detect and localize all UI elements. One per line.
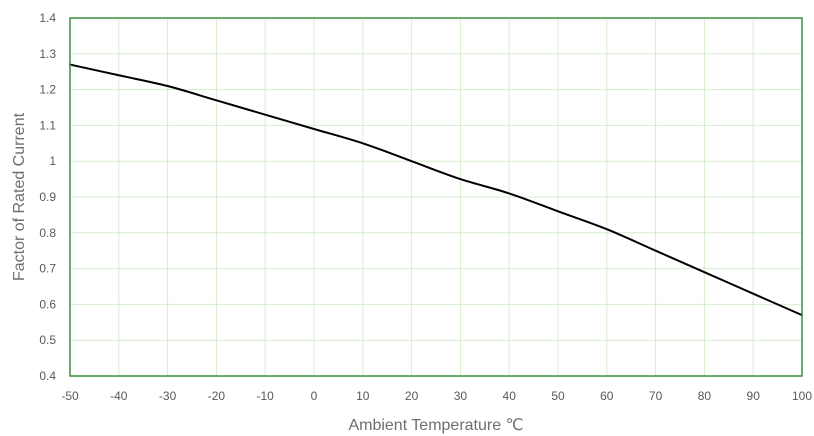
y-tick-label: 1.3 [39, 47, 56, 61]
y-tick-label: 0.6 [39, 297, 56, 311]
x-tick-label: -30 [159, 389, 177, 403]
y-tick-label: 0.9 [39, 190, 56, 204]
plot-frame [69, 17, 803, 377]
y-tick-labels: 0.4 0.5 0.6 0.7 0.8 0.9 1 1.1 1.2 1.3 1.4 [39, 11, 56, 383]
x-tick-label: 90 [747, 389, 761, 403]
x-tick-label: -20 [208, 389, 226, 403]
x-tick-label: -10 [257, 389, 275, 403]
x-tick-label: -50 [61, 389, 79, 403]
x-tick-label: 50 [551, 389, 565, 403]
y-tick-label: 1.1 [39, 118, 56, 132]
x-tick-labels: -50 -40 -30 -20 -10 0 10 20 30 40 50 60 70 80 90 100 [61, 389, 812, 403]
x-tick-label: 40 [503, 389, 517, 403]
y-tick-label: 0.7 [39, 262, 56, 276]
x-axis-title: Ambient Temperature ℃ [348, 417, 523, 434]
x-tick-label: 100 [792, 389, 812, 403]
x-tick-label: 10 [356, 389, 370, 403]
x-tick-label: 0 [311, 389, 318, 403]
y-tick-label: 0.5 [39, 333, 56, 347]
x-tick-label: -40 [110, 389, 128, 403]
x-tick-label: 20 [405, 389, 419, 403]
y-axis-title: Factor of Rated Current [11, 112, 28, 281]
x-tick-label: 70 [649, 389, 663, 403]
y-tick-label: 0.8 [39, 226, 56, 240]
y-tick-label: 1.2 [39, 83, 56, 97]
y-tick-label: 1 [49, 154, 56, 168]
series-lines [69, 63, 803, 317]
y-tick-label: 1.4 [39, 11, 56, 25]
x-tick-label: 80 [698, 389, 712, 403]
grid-lines [69, 17, 803, 377]
x-tick-label: 60 [600, 389, 614, 403]
y-tick-label: 0.4 [39, 369, 56, 383]
x-tick-label: 30 [454, 389, 468, 403]
series-line [69, 63, 803, 317]
